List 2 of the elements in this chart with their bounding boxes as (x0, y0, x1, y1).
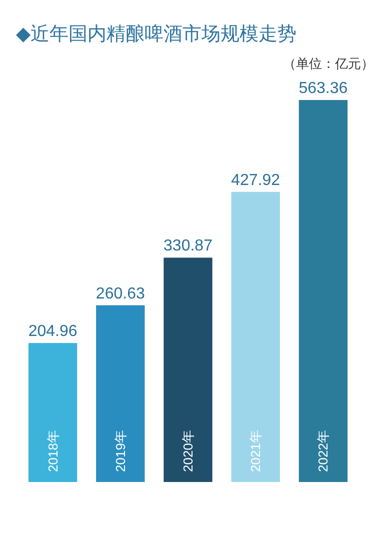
subtitle: （单位：亿元） (283, 56, 374, 71)
title: ◆近年国内精酿啤酒市场规模走势 (16, 24, 297, 45)
